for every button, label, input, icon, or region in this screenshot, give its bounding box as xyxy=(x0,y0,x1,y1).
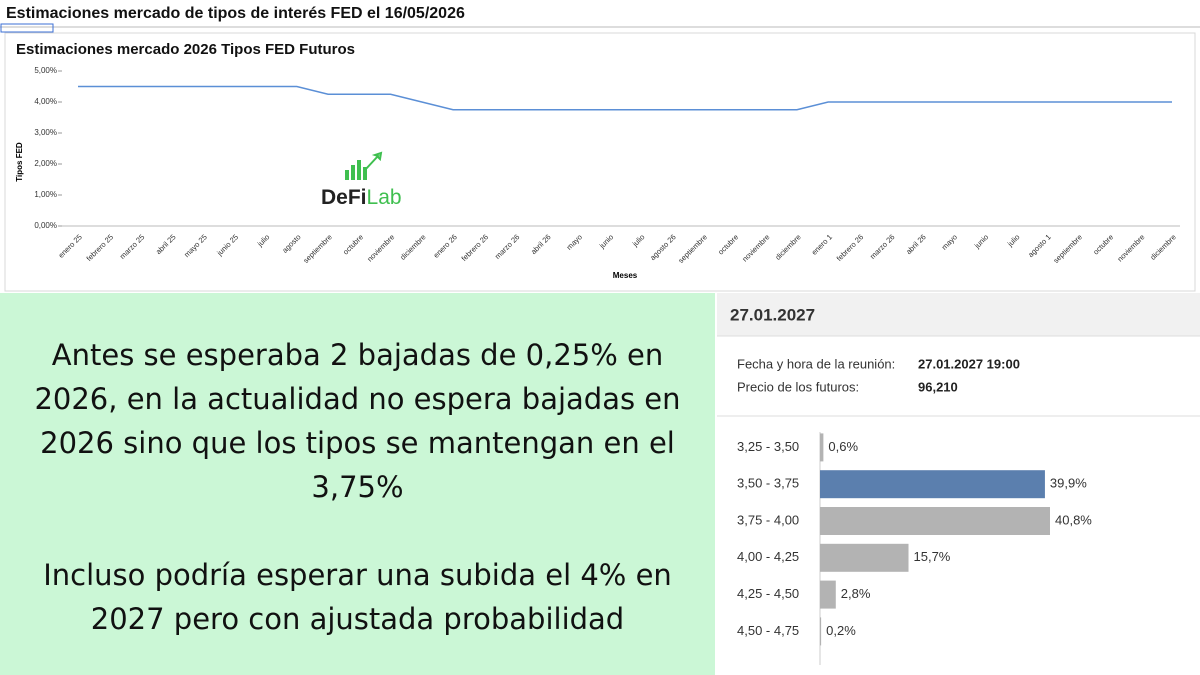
header-title: Estimaciones mercado de tipos de interés… xyxy=(6,5,465,22)
top-panel: Estimaciones mercado de tipos de interés… xyxy=(0,0,1200,293)
info-value: 27.01.2027 19:00 xyxy=(918,356,1020,371)
logo: DeFiLab xyxy=(321,151,402,209)
logo-text: Lab xyxy=(367,186,402,209)
y-axis-title: Tipos FED xyxy=(15,142,24,182)
y-tick-label: 3,00% xyxy=(34,128,57,137)
value-label: 2,8% xyxy=(841,586,871,601)
info-label: Precio de los futuros: xyxy=(737,379,859,394)
logo-icon xyxy=(364,151,383,171)
y-tick-label: 2,00% xyxy=(34,159,57,168)
logo-icon xyxy=(363,167,367,180)
y-tick-label: 0,00% xyxy=(34,221,57,230)
note: Antes se esperaba 2 bajadas de 0,25% en … xyxy=(0,293,715,675)
chart-frame xyxy=(4,32,1196,292)
info-value: 96,210 xyxy=(918,379,958,394)
value-label: 0,6% xyxy=(828,439,858,454)
chart-title: Estimaciones mercado 2026 Tipos FED Futu… xyxy=(16,41,355,58)
panel-header xyxy=(717,293,1200,336)
value-label: 39,9% xyxy=(1050,476,1087,491)
value-label: 0,2% xyxy=(826,623,856,638)
y-tick-label: 1,00% xyxy=(34,190,57,199)
category-label: 4,00 - 4,25 xyxy=(737,549,799,564)
bar xyxy=(820,543,909,572)
logo-icon xyxy=(351,165,355,180)
bar xyxy=(820,470,1045,499)
logo-text: DeFiLab xyxy=(321,186,402,209)
info-label: Fecha y hora de la reunión: xyxy=(737,356,895,371)
logo-text: DeFi xyxy=(321,186,367,209)
x-axis-title: Meses xyxy=(613,271,638,280)
value-label: 15,7% xyxy=(914,549,951,564)
bar xyxy=(820,433,824,462)
bar xyxy=(820,617,822,646)
line-series xyxy=(78,85,1172,111)
note-paragraph: Antes se esperaba 2 bajadas de 0,25% en … xyxy=(34,338,681,504)
y-tick-label: 4,00% xyxy=(34,97,57,106)
category-label: 3,50 - 3,75 xyxy=(737,476,799,491)
category-label: 3,25 - 3,50 xyxy=(737,439,799,454)
value-label: 40,8% xyxy=(1055,512,1092,527)
logo-icon xyxy=(345,170,349,180)
probability-panel: 27.01.2027 Fecha y hora de la reunión: 2… xyxy=(717,293,1200,675)
category-label: 4,50 - 4,75 xyxy=(737,623,799,638)
y-tick-label: 5,00% xyxy=(34,66,57,75)
bar xyxy=(820,507,1050,535)
category-label: 3,75 - 4,00 xyxy=(737,512,799,527)
logo-icon xyxy=(357,160,361,180)
bar xyxy=(820,580,836,609)
background xyxy=(0,0,1200,293)
note-paragraph: Incluso podría esperar una subida el 4% … xyxy=(43,558,672,636)
tab xyxy=(0,23,54,33)
panel-title: 27.01.2027 xyxy=(730,305,815,324)
category-label: 4,25 - 4,50 xyxy=(737,586,799,601)
